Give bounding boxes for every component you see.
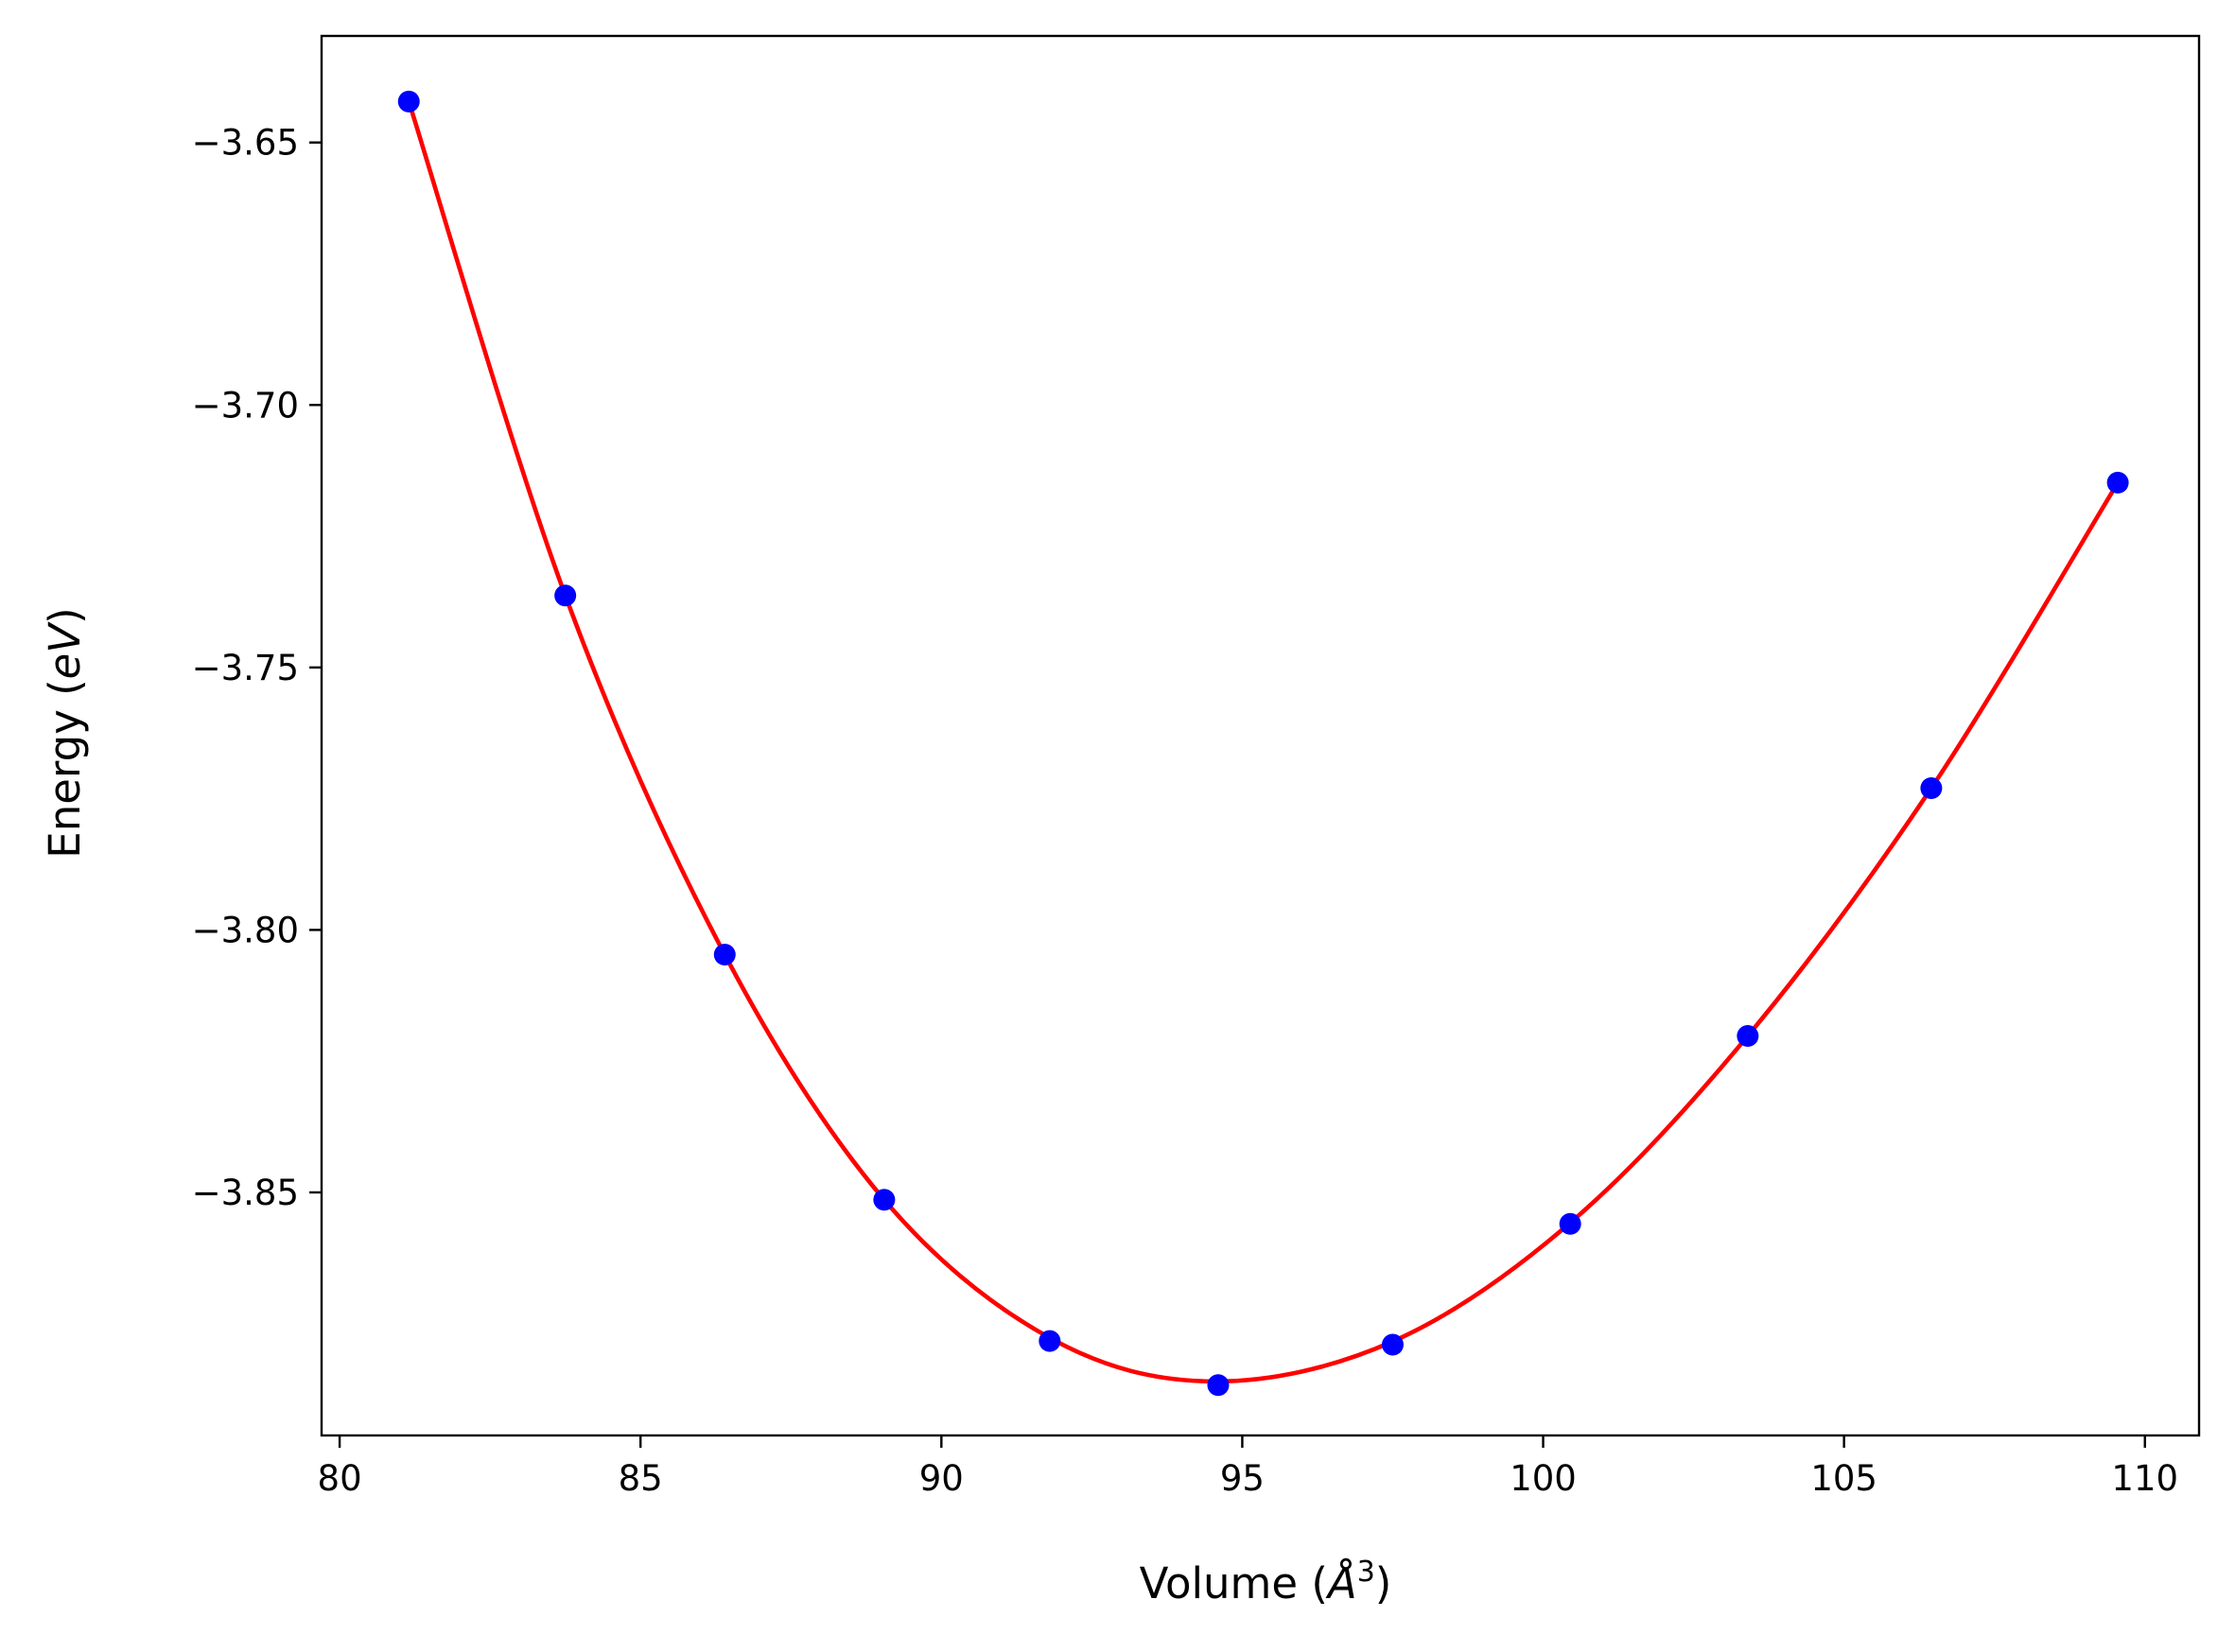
y-tick-label: −3.75 bbox=[192, 648, 299, 688]
y-ticks-layer: −3.65 −3.70 −3.75 −3.80 −3.85 bbox=[192, 123, 322, 1213]
data-point bbox=[1559, 1212, 1581, 1235]
data-point bbox=[1737, 1025, 1759, 1048]
data-point bbox=[554, 584, 577, 607]
y-tick-label: −3.80 bbox=[192, 910, 299, 950]
y-axis-label-symbol: eV bbox=[40, 621, 90, 680]
x-tick-label: 85 bbox=[619, 1458, 663, 1499]
y-tick-label: −3.65 bbox=[192, 123, 299, 164]
x-ticks-layer: 80 85 90 95 100 105 110 bbox=[318, 1435, 2178, 1499]
x-axis-label-superscript: 3 bbox=[1357, 1556, 1375, 1589]
data-point bbox=[713, 943, 736, 965]
x-tick-label: 110 bbox=[2111, 1458, 2178, 1499]
x-tick-label: 100 bbox=[1510, 1458, 1577, 1499]
plot-area bbox=[322, 36, 2199, 1435]
x-tick-label: 90 bbox=[919, 1458, 964, 1499]
x-tick-label: 95 bbox=[1220, 1458, 1265, 1499]
plot-background bbox=[322, 36, 2199, 1435]
y-tick-label: −3.85 bbox=[192, 1173, 299, 1213]
y-tick-label: −3.70 bbox=[192, 385, 299, 426]
fit-curve-layer bbox=[406, 99, 2121, 1384]
x-axis-label-suffix: ) bbox=[1375, 1558, 1392, 1609]
y-axis-label-prefix: Energy ( bbox=[40, 679, 90, 858]
x-axis-label-prefix: Volume ( bbox=[1140, 1558, 1328, 1609]
y-axis-label: Energy (eV) bbox=[40, 607, 90, 858]
data-point bbox=[1381, 1333, 1404, 1356]
x-axis-label: Volume (Å3) bbox=[1140, 1556, 1392, 1609]
data-point bbox=[1920, 777, 1943, 800]
x-axis-label-symbol: Å bbox=[1325, 1558, 1357, 1609]
fit-curve bbox=[406, 99, 2121, 1384]
y-axis-label-suffix: ) bbox=[40, 607, 90, 624]
x-tick-label: 80 bbox=[318, 1458, 362, 1499]
axes-layer bbox=[320, 34, 2201, 1437]
data-point bbox=[873, 1189, 896, 1211]
plot-frame bbox=[320, 34, 2201, 1437]
data-point bbox=[1207, 1374, 1230, 1397]
data-point bbox=[397, 90, 420, 113]
data-point bbox=[1039, 1330, 1061, 1352]
data-point bbox=[2106, 471, 2129, 494]
data-points-layer bbox=[397, 90, 2129, 1397]
x-tick-label: 105 bbox=[1810, 1458, 1877, 1499]
